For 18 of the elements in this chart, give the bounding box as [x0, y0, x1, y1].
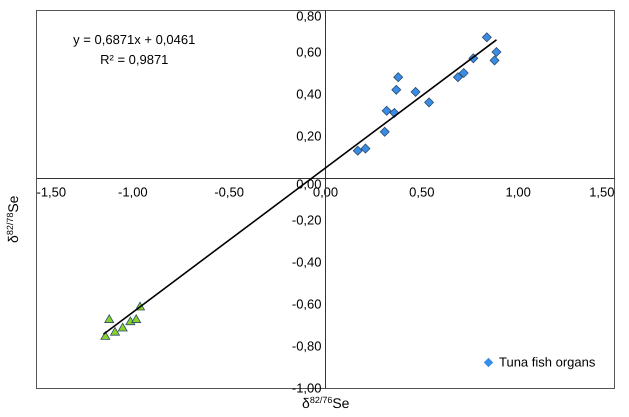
- annotation: R² = 0,9871: [100, 52, 168, 67]
- y-tick-label: -0,40: [292, 254, 322, 270]
- x-tick-label: 1,00: [506, 184, 531, 200]
- y-tick-label: -0,60: [292, 296, 322, 312]
- y-tick-label: 0,20: [296, 128, 322, 144]
- x-tick-label: 0,50: [409, 184, 434, 200]
- y-tick-label: -0,80: [292, 338, 322, 354]
- legend-label: Tuna fish organs: [499, 354, 596, 370]
- x-tick-label: -1,50: [36, 184, 66, 200]
- x-tick-label: 1,50: [589, 184, 614, 200]
- y-axis-title: δ82/78Se: [5, 195, 21, 244]
- y-tick-label: 0,60: [296, 44, 322, 60]
- x-tick-label: -1,00: [118, 184, 148, 200]
- y-tick-label: 0,80: [296, 8, 322, 24]
- x-tick-label: -0,50: [214, 184, 244, 200]
- y-tick-label: 0,40: [296, 86, 322, 102]
- annotation: y = 0,6871x + 0,0461: [73, 32, 196, 47]
- y-tick-label: -0,20: [292, 212, 322, 228]
